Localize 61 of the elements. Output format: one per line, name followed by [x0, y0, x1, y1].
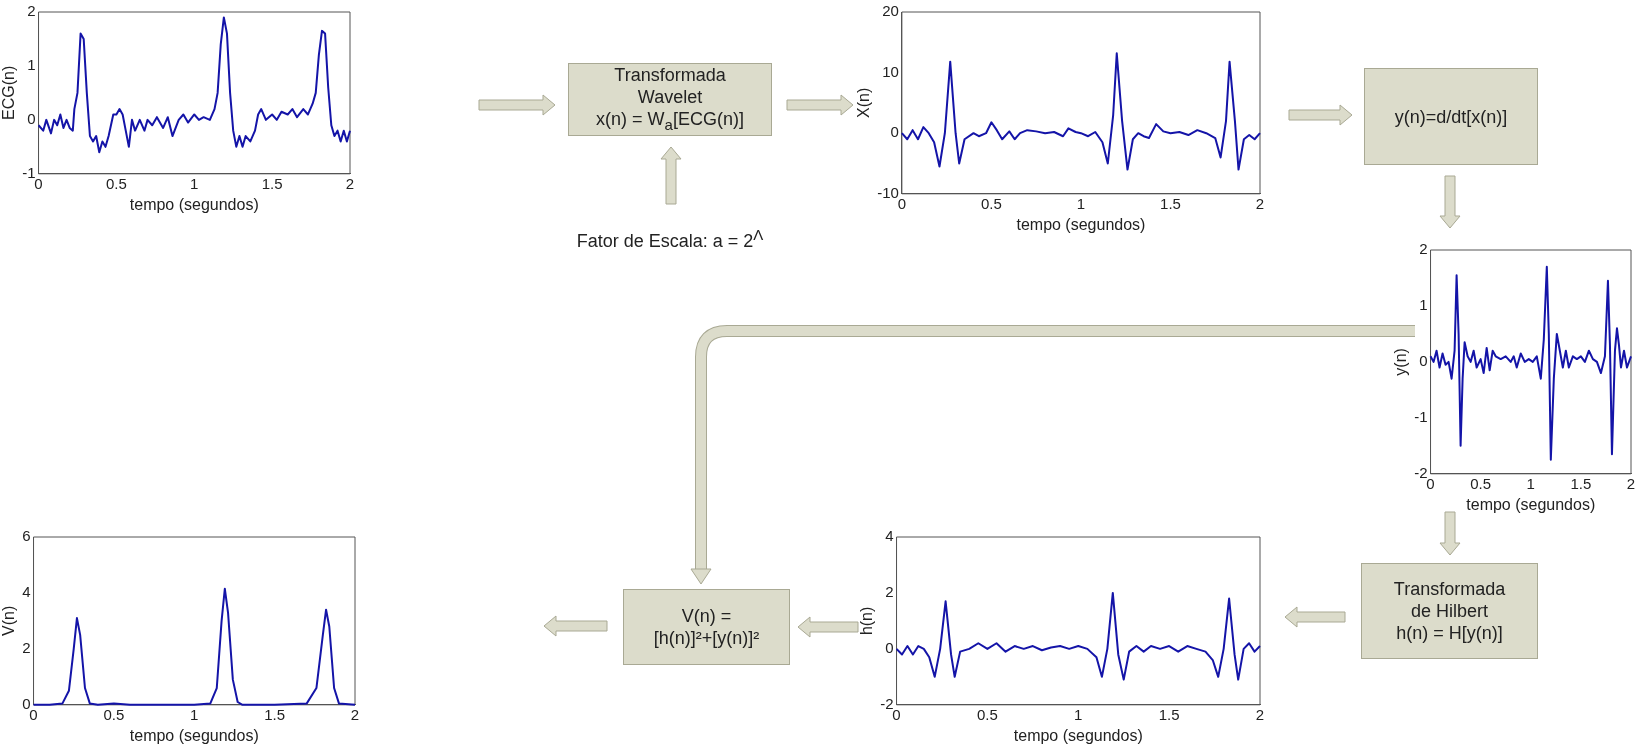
x-tick-label: 2	[1255, 705, 1265, 723]
y-tick-label: -1	[1414, 407, 1428, 425]
x-tick-label: 2	[1255, 194, 1265, 212]
y-axis-title: V(n)	[0, 605, 18, 637]
x-axis-title: tempo (segundos)	[1013, 726, 1143, 744]
x-axis-title: tempo (segundos)	[1466, 495, 1596, 513]
y-tick-label: 1	[1419, 296, 1428, 314]
text: V(n) =	[681, 605, 732, 627]
y-tick-label: 4	[22, 583, 31, 601]
x-tick-label: 0.5	[980, 194, 1002, 212]
x-tick-label: 1.5	[1570, 474, 1592, 492]
y-tick-label: 0	[22, 694, 31, 712]
y-axis-title: h(n)	[858, 606, 876, 636]
x-tick-label: 0.5	[105, 174, 127, 192]
y-tick-label: 20	[882, 2, 899, 20]
y-tick-label: -2	[1414, 463, 1428, 481]
x-tick-label: 1.5	[1158, 705, 1180, 723]
x-tick-label: 0.5	[1470, 474, 1492, 492]
y-tick-label: 2	[1419, 240, 1428, 258]
y-tick-label: 6	[22, 527, 31, 545]
y-tick-label: -1	[22, 163, 36, 181]
y-tick-label: -2	[880, 694, 894, 712]
x-tick-label: 2	[1626, 474, 1636, 492]
y-tick-label: 2	[22, 639, 31, 657]
y-tick-label: 10	[882, 62, 899, 80]
text: [h(n)]²+[y(n)]²	[653, 627, 760, 649]
y-tick-label: 2	[27, 2, 36, 20]
text: h(n) = H[y(n)]	[1396, 622, 1503, 644]
text: Wavelet	[637, 85, 703, 108]
y-axis-title: X(n)	[855, 87, 873, 119]
y-tick-label: 2	[885, 583, 894, 601]
y-tick-label: 0	[1419, 352, 1428, 370]
y-tick-label: 0	[27, 110, 36, 128]
x-tick-label: 2	[345, 174, 355, 192]
y-tick-label: 0	[885, 639, 894, 657]
x-tick-label: 0.5	[103, 705, 125, 723]
y-tick-label: 4	[885, 527, 894, 545]
x-axis-title: tempo (segundos)	[129, 195, 259, 213]
text: y(n)=d/dt[x(n)]	[1394, 105, 1508, 128]
y-axis-title: ECG(n)	[0, 65, 18, 121]
x-tick-label: 1.5	[264, 705, 286, 723]
text: Transformada	[1393, 578, 1506, 600]
text: Fator de Escala: a = 2$^{Λ}$	[575, 226, 765, 252]
text: x(n) = W$_{a}$[ECG(n)]	[596, 107, 744, 135]
x-tick-label: 1	[190, 174, 199, 192]
text: Transformada	[614, 63, 726, 86]
y-tick-label: 1	[27, 56, 36, 74]
x-tick-label: 1.5	[261, 174, 283, 192]
y-tick-label: 0	[890, 123, 899, 141]
text: de Hilbert	[1410, 600, 1489, 622]
x-axis-title: tempo (segundos)	[129, 726, 259, 744]
y-tick-label: -10	[877, 183, 899, 201]
x-tick-label: 0.5	[976, 705, 998, 723]
x-tick-label: 2	[350, 705, 360, 723]
x-tick-label: 1	[1074, 705, 1083, 723]
y-axis-title: y(n)	[1392, 348, 1410, 376]
x-tick-label: 1	[1526, 474, 1535, 492]
x-tick-label: 1.5	[1160, 194, 1181, 212]
x-tick-label: 1	[190, 705, 199, 723]
x-tick-label: 1	[1076, 194, 1086, 212]
x-axis-title: tempo (segundos)	[1016, 215, 1146, 233]
